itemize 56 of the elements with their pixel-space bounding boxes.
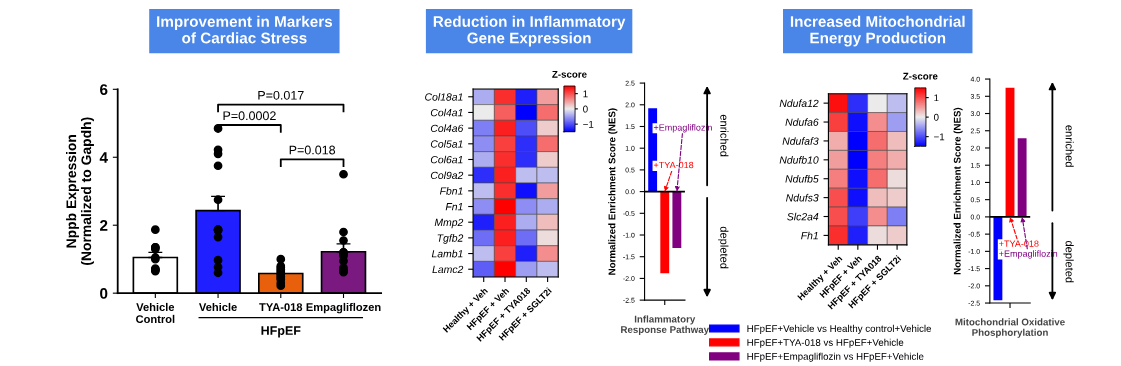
color-bar-label: 1 bbox=[583, 90, 588, 98]
color-bar-label: 0 bbox=[933, 113, 939, 121]
legend-label: HFpEF+Vehicle vs Healthy control+Vehicle bbox=[747, 324, 932, 334]
legend-label: HFpEF+Empagliflozin vs HFpEF+Vehicle bbox=[747, 352, 924, 362]
y-tick-label: Ndufb10 bbox=[779, 156, 819, 164]
y-tick-label: Ndufaf3 bbox=[782, 137, 819, 145]
y-tick-label: Lamb1 bbox=[431, 249, 463, 258]
chart-title: Improvement in Markers of Cardiac Stress bbox=[157, 15, 333, 44]
color-bar-label: −1 bbox=[934, 133, 945, 141]
color-bar-title: Z-score bbox=[552, 70, 587, 78]
y-tick-label: Col18a1 bbox=[425, 93, 463, 101]
y-tick-label: Col4a1 bbox=[430, 108, 463, 117]
chart-title: Increased Mitochondrial Energy Production bbox=[790, 15, 965, 47]
y-tick-label: Ndufa6 bbox=[785, 118, 819, 126]
annotation: P=0.017 bbox=[258, 90, 304, 100]
annotation: P=0.0002 bbox=[223, 111, 276, 121]
text: depleted bbox=[718, 226, 729, 269]
y-tick-label: Ndufs3 bbox=[786, 193, 819, 202]
y-tick-label: Col5a1 bbox=[430, 140, 463, 148]
y-tick-label: Col9a2 bbox=[430, 171, 464, 180]
y-tick-label: Mmp2 bbox=[434, 218, 464, 229]
color-bar-label: −1 bbox=[583, 120, 594, 128]
y-tick-label: 6 bbox=[100, 84, 108, 95]
y-tick-label: Fh1 bbox=[801, 231, 818, 240]
y-tick-label: Col4a6 bbox=[430, 124, 464, 133]
x-tick-label: Vehicle bbox=[198, 302, 237, 312]
chart-title: Reduction in Inflammatory Gene Expression bbox=[433, 15, 626, 47]
y-tick-label: 2 bbox=[100, 220, 108, 231]
legend-label: HFpEF+TYA-018 vs HFpEF+Vehicle bbox=[747, 338, 904, 348]
y-tick-label: Fbn1 bbox=[439, 187, 463, 195]
y-tick-label: Ndufa12 bbox=[779, 99, 819, 108]
annotation: P=0.018 bbox=[289, 145, 336, 155]
color-bar-label: 0 bbox=[583, 105, 588, 113]
y-tick-label: Fn1 bbox=[445, 203, 463, 211]
x-tick-label: Empagliflozen bbox=[306, 302, 381, 314]
y-tick-label: 0 bbox=[100, 288, 108, 299]
y-tick-label: 4 bbox=[99, 152, 108, 163]
x-tick-label: Vehicle Control bbox=[136, 302, 175, 324]
text: enriched bbox=[720, 114, 729, 157]
x-tick-label: TYA-018 bbox=[259, 303, 303, 312]
annotation: +TYA-018 bbox=[999, 240, 1039, 247]
y-tick-label: Col6a1 bbox=[430, 155, 463, 164]
color-bar-label: 1 bbox=[934, 94, 939, 102]
y-tick-label: Lamc2 bbox=[432, 265, 464, 274]
text: enriched bbox=[1065, 125, 1074, 167]
x-axis-title: Mitochondrial Oxidative Phosphorylation bbox=[955, 318, 1065, 338]
text: depleted bbox=[1063, 240, 1074, 283]
y-axis-title: Nppb Expression (Normalized to Gapdh) bbox=[66, 117, 94, 265]
color-bar-title: Z-score bbox=[903, 72, 938, 80]
y-axis-title: Normalized Enrichment Score (NES) bbox=[953, 107, 963, 275]
y-tick-label: Ndufb5 bbox=[785, 174, 819, 183]
x-axis-title: Inflammatory Response Pathway bbox=[621, 315, 710, 335]
y-tick-label: Slc2a4 bbox=[787, 212, 819, 221]
y-axis-title: Normalized Enrichment Score (NES) bbox=[608, 108, 618, 275]
y-tick-label: Tgfb2 bbox=[437, 234, 464, 244]
text: HFpEF bbox=[261, 326, 301, 338]
